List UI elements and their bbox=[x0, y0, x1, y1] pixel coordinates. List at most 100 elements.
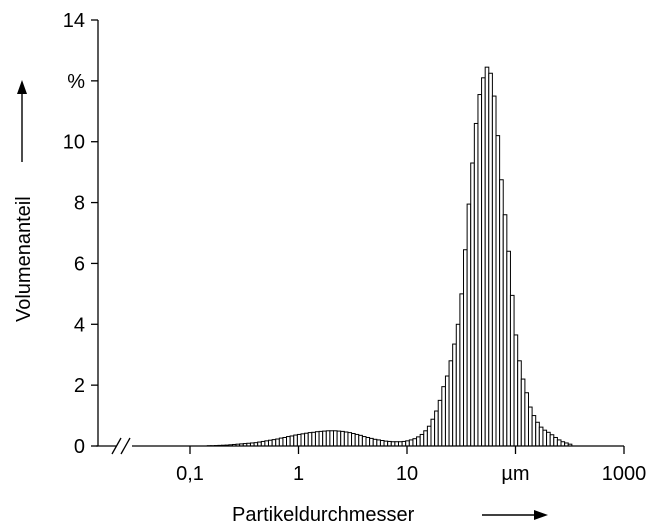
bar-68 bbox=[452, 343, 457, 447]
bar-64 bbox=[437, 399, 443, 447]
bar-74 bbox=[473, 122, 479, 447]
bar-94 bbox=[546, 431, 551, 447]
bar-75 bbox=[477, 94, 483, 447]
bar-90 bbox=[531, 415, 537, 447]
bar-45 bbox=[369, 437, 374, 447]
bar-38 bbox=[343, 431, 349, 447]
bar-92 bbox=[538, 426, 544, 447]
x-tick-label-1000: 1000 bbox=[602, 463, 647, 485]
bar-46 bbox=[372, 438, 378, 447]
bar-95 bbox=[549, 434, 555, 447]
y-axis-arrow-head bbox=[17, 80, 27, 94]
bar-21 bbox=[282, 436, 288, 447]
bar-28 bbox=[307, 432, 313, 447]
bar-87 bbox=[520, 378, 526, 447]
bar-84 bbox=[509, 294, 515, 447]
bar-78 bbox=[488, 72, 493, 447]
bar-16 bbox=[264, 440, 269, 447]
bar-82 bbox=[502, 214, 508, 447]
bar-18 bbox=[271, 439, 277, 447]
bar-62 bbox=[430, 418, 436, 447]
bar-54 bbox=[401, 440, 407, 447]
bar-97 bbox=[556, 439, 562, 447]
y-tick-label-4: 4 bbox=[74, 314, 85, 336]
bar-67 bbox=[448, 360, 454, 447]
bar-72 bbox=[466, 203, 472, 447]
bar-30 bbox=[314, 431, 320, 447]
bar-59 bbox=[419, 433, 425, 447]
bar-89 bbox=[527, 406, 533, 447]
y-tick-label-8: 8 bbox=[74, 193, 85, 215]
bar-77 bbox=[484, 66, 490, 447]
x-tick-label-µm: µm bbox=[501, 463, 529, 485]
y-unit-label: % bbox=[67, 71, 85, 93]
bar-25 bbox=[296, 433, 302, 447]
y-tick-label-0: 0 bbox=[74, 436, 85, 458]
bar-88 bbox=[524, 392, 529, 447]
x-tick-label-10: 10 bbox=[396, 463, 418, 485]
bar-76 bbox=[481, 77, 486, 447]
x-tick-label-1: 1 bbox=[293, 463, 304, 485]
bars-group bbox=[206, 66, 573, 447]
bar-63 bbox=[434, 410, 439, 447]
bar-36 bbox=[336, 430, 342, 447]
bar-61 bbox=[426, 425, 432, 447]
bar-22 bbox=[286, 436, 291, 447]
bar-34 bbox=[329, 430, 335, 447]
bar-42 bbox=[358, 434, 363, 447]
bar-58 bbox=[416, 436, 421, 447]
bar-73 bbox=[470, 162, 475, 447]
bar-71 bbox=[463, 249, 468, 447]
bar-66 bbox=[444, 375, 450, 447]
bar-83 bbox=[506, 250, 511, 447]
bar-40 bbox=[351, 433, 356, 447]
bar-80 bbox=[495, 135, 501, 447]
bar-49 bbox=[383, 440, 389, 447]
y-axis-title: Volumenanteil bbox=[13, 196, 35, 322]
bar-50 bbox=[387, 440, 392, 447]
y-tick-label-10: 10 bbox=[63, 132, 85, 154]
bar-35 bbox=[333, 430, 338, 447]
x-axis-title: Partikeldurchmesser bbox=[232, 504, 415, 526]
bar-23 bbox=[289, 435, 295, 447]
y-tick-label-6: 6 bbox=[74, 253, 85, 275]
labels-group: 0 2 4 6 8 10 14% 0,1 1 10 µm 1000 Volumenanteil Parti… bbox=[13, 10, 646, 526]
bar-93 bbox=[542, 429, 548, 447]
bar-33 bbox=[325, 430, 331, 447]
axis-break-mark-1 bbox=[111, 437, 122, 455]
bar-60 bbox=[423, 430, 428, 447]
bar-32 bbox=[322, 430, 327, 447]
axes-group bbox=[17, 19, 625, 520]
bar-39 bbox=[347, 432, 353, 447]
bar-27 bbox=[304, 432, 309, 447]
bar-24 bbox=[293, 434, 298, 447]
bar-48 bbox=[379, 440, 385, 447]
bar-70 bbox=[459, 293, 465, 447]
bar-69 bbox=[455, 323, 461, 447]
bar-86 bbox=[517, 360, 522, 447]
bar-41 bbox=[354, 433, 360, 447]
bar-26 bbox=[300, 433, 306, 447]
bar-79 bbox=[491, 95, 497, 447]
x-tick-label-0,1: 0,1 bbox=[176, 463, 204, 485]
bar-56 bbox=[408, 439, 414, 447]
bar-17 bbox=[268, 439, 273, 447]
bar-65 bbox=[441, 386, 446, 447]
y-tick-label-14: 14 bbox=[63, 10, 85, 32]
axis-break-mark-2 bbox=[120, 437, 131, 455]
bar-20 bbox=[278, 437, 284, 447]
bar-37 bbox=[340, 430, 345, 447]
bar-44 bbox=[365, 436, 371, 447]
bar-29 bbox=[311, 431, 316, 447]
bar-81 bbox=[499, 179, 504, 447]
bar-47 bbox=[376, 439, 381, 447]
bar-43 bbox=[361, 436, 367, 447]
bar-96 bbox=[553, 436, 558, 447]
x-axis-arrow-head bbox=[534, 510, 548, 520]
y-tick-label-2: 2 bbox=[74, 375, 85, 397]
bar-55 bbox=[405, 440, 410, 447]
bar-85 bbox=[513, 334, 519, 447]
bar-19 bbox=[275, 438, 280, 447]
bar-31 bbox=[318, 430, 324, 447]
